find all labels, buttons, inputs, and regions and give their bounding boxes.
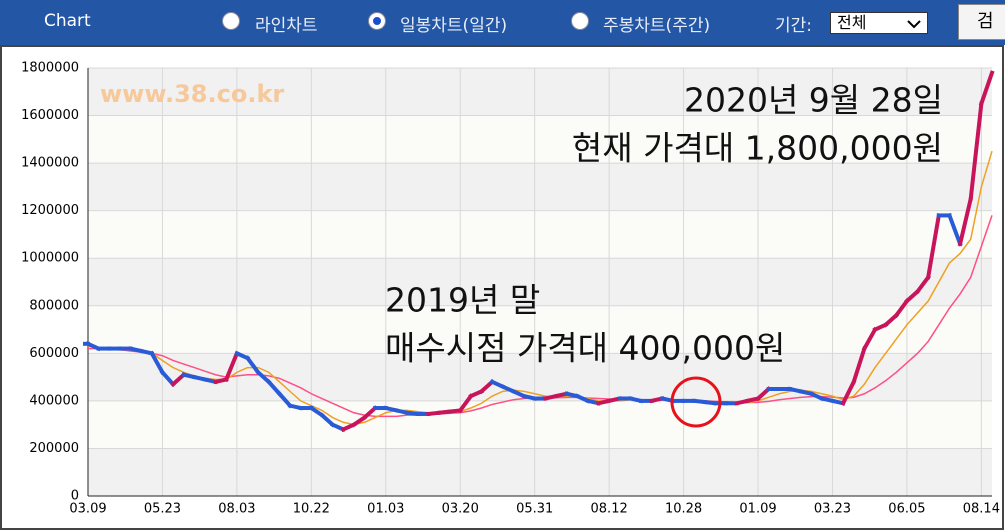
x-tick-label: 03.09 [69, 502, 106, 517]
x-tick-label: 08.03 [218, 502, 255, 517]
annotation: 2020년 9월 28일 [684, 81, 943, 120]
price-segment [159, 369, 176, 388]
radio-label[interactable]: 라인차트 [255, 16, 318, 36]
price-segment [914, 274, 931, 295]
price-segment [351, 414, 368, 428]
x-tick-label: 01.03 [367, 502, 404, 517]
x-tick-label: 06.05 [888, 502, 925, 517]
plot-band [88, 448, 992, 496]
price-segment [308, 405, 325, 418]
price-segment [840, 379, 857, 406]
price-segment [946, 212, 963, 247]
x-tick-label: 05.31 [516, 502, 553, 517]
y-tick-label: 400000 [29, 393, 79, 408]
plot-band [88, 353, 992, 401]
highlight-circle [670, 376, 722, 428]
price-segment [968, 101, 984, 201]
x-tick-label: 03.23 [814, 502, 851, 517]
annotation: 현재 가격대 1,800,000원 [572, 129, 943, 168]
x-tick-label: 03.20 [442, 502, 479, 517]
y-tick-label: 1400000 [21, 156, 79, 171]
price-segment [149, 350, 166, 376]
price-segment [223, 350, 240, 383]
period-select[interactable]: 전체 [830, 12, 928, 34]
y-tick-label: 0 [71, 489, 79, 504]
select-value: 전체 [837, 13, 867, 32]
x-tick-label: 10.22 [293, 502, 330, 517]
y-tick-label: 1800000 [21, 61, 79, 76]
price-segment [457, 393, 474, 414]
x-tick-label: 01.09 [739, 502, 776, 517]
x-tick-label: 05.23 [144, 502, 181, 517]
price-segment [319, 412, 336, 428]
price-segment [276, 390, 293, 409]
period-label: 기간: [775, 16, 813, 36]
price-segment [925, 213, 942, 280]
price-segment [861, 326, 878, 352]
price-segment [851, 346, 867, 385]
plot-band [88, 163, 992, 211]
plot-band [88, 258, 992, 306]
radio[interactable] [368, 12, 386, 30]
y-tick-label: 1200000 [21, 203, 79, 218]
price-segment [478, 379, 495, 395]
y-tick-label: 1000000 [21, 251, 79, 266]
chevron [907, 20, 921, 29]
annotation: 매수시점 가격대 400,000원 [385, 329, 785, 368]
watermark: www.38.co.kr [100, 80, 284, 108]
radio[interactable] [571, 12, 589, 30]
x-tick-label: 10.28 [665, 502, 702, 517]
radio[interactable] [222, 12, 240, 30]
price-segment [882, 312, 900, 328]
price-segment [255, 369, 272, 385]
plot: 0 200000 400000 600000 800000 1000000 1200000 1… [21, 61, 1000, 517]
price-segment [265, 379, 283, 397]
app-title: Chart [44, 11, 91, 31]
radio-label[interactable]: 주봉차트(주간) [603, 16, 711, 36]
moving-average-line [87, 151, 993, 426]
price-segment [904, 288, 921, 304]
price-segment [978, 70, 995, 107]
annotation: 2019년 말 [385, 281, 540, 320]
radio-label[interactable]: 일봉차트(일간) [400, 16, 508, 36]
search-button[interactable]: 검 [958, 4, 1005, 40]
toolbar: Chart 라인차트 일봉차트(일간) 주봉차트(주간) 기간: 전체 검 [0, 0, 1005, 45]
price-segment [893, 298, 910, 319]
price-segment [957, 196, 974, 247]
plot-band [88, 68, 992, 116]
x-tick-label: 08.14 [963, 502, 1000, 517]
y-tick-label: 200000 [29, 441, 79, 456]
price-segment [244, 355, 261, 376]
x-tick-label: 08.12 [591, 502, 628, 517]
y-tick-label: 800000 [29, 298, 79, 313]
y-tick-label: 1600000 [21, 108, 79, 123]
y-tick-label: 600000 [29, 346, 79, 361]
